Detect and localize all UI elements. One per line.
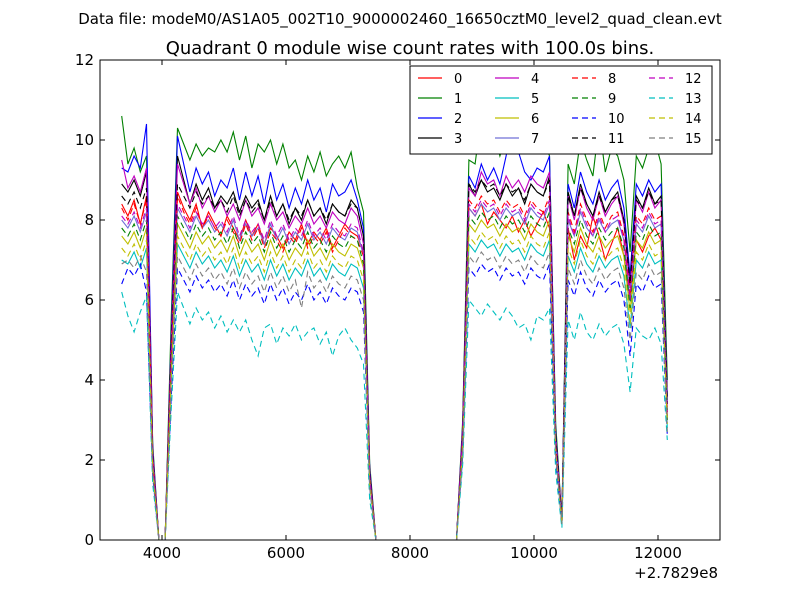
y-tick-label: 12: [75, 51, 94, 69]
chart-title: Quadrant 0 module wise count rates with …: [166, 38, 655, 59]
x-tick-label: 4000: [143, 544, 181, 562]
series-layer: [121, 115, 668, 540]
series-line-0: [121, 191, 668, 540]
y-tick-label: 0: [84, 531, 94, 549]
legend-label-10: 10: [608, 112, 625, 127]
series-line-6: [121, 218, 668, 540]
series-line-12: [121, 198, 668, 540]
x-tick-label: 6000: [267, 544, 305, 562]
legend-label-1: 1: [454, 92, 462, 107]
y-tick-label: 6: [84, 291, 94, 309]
legend-label-2: 2: [454, 112, 462, 127]
y-tick-label: 8: [84, 211, 94, 229]
series-line-4: [121, 159, 668, 540]
x-tick-label: 12000: [634, 544, 682, 562]
series-line-10: [121, 262, 668, 540]
legend-label-14: 14: [685, 112, 702, 127]
legend-box: [409, 65, 713, 155]
legend-label-3: 3: [454, 132, 462, 147]
legend-label-0: 0: [454, 72, 462, 87]
legend-label-7: 7: [531, 132, 539, 147]
series-line-15: [121, 250, 668, 540]
y-tick-label: 2: [84, 451, 94, 469]
legend-label-6: 6: [531, 112, 539, 127]
series-line-1: [121, 115, 668, 540]
x-offset-label: +2.7829e8: [634, 564, 718, 582]
series-line-5: [121, 238, 668, 540]
x-tick-label: 10000: [510, 544, 558, 562]
series-line-8: [121, 194, 668, 540]
legend-label-4: 4: [531, 72, 539, 87]
y-tick-label: 10: [75, 131, 94, 149]
legend-label-12: 12: [685, 72, 702, 87]
y-tick-label: 4: [84, 371, 94, 389]
x-tick-label: 8000: [391, 544, 429, 562]
legend-label-9: 9: [608, 92, 616, 107]
legend-label-5: 5: [531, 92, 539, 107]
series-line-13: [121, 291, 668, 540]
legend-label-13: 13: [685, 92, 702, 107]
figure-suptitle: Data file: modeM0/AS1A05_002T10_90000024…: [78, 10, 722, 29]
series-line-14: [121, 230, 668, 540]
legend-label-8: 8: [608, 72, 616, 87]
legend-label-11: 11: [608, 132, 625, 147]
series-line-11: [121, 178, 668, 540]
series-line-2: [121, 119, 668, 540]
legend-label-15: 15: [685, 132, 702, 147]
series-line-9: [121, 210, 668, 540]
